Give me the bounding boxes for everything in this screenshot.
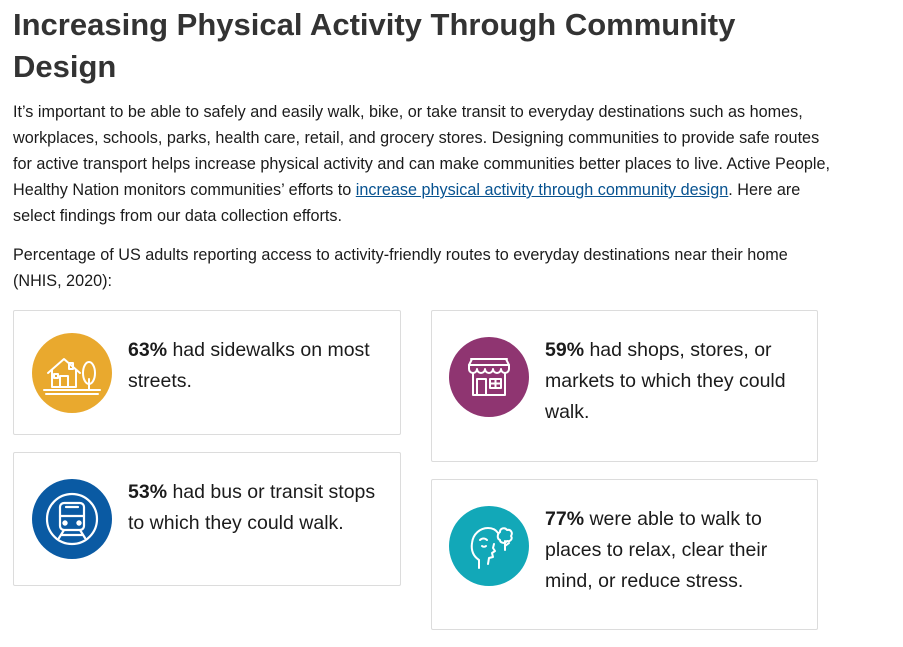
- intro-text-before: It’s important to be able to safely and …: [13, 103, 830, 199]
- stat-percent: 63%: [128, 339, 168, 361]
- stat-card-transit: 53% had bus or transit stops to which th…: [13, 452, 401, 586]
- stat-description: were able to walk to places to relax, cl…: [545, 508, 768, 592]
- house-tree-icon: [32, 333, 112, 413]
- storefront-icon: [449, 337, 529, 417]
- stat-text-relax: 77% were able to walk to places to relax…: [545, 504, 807, 597]
- stat-percent: 59%: [545, 339, 585, 361]
- intro-paragraph: It’s important to be able to safely and …: [13, 99, 833, 229]
- stat-card-shops: 59% had shops, stores, or markets to whi…: [431, 310, 818, 462]
- head-thought-icon: [449, 506, 529, 586]
- stat-description: had bus or transit stops to which they c…: [128, 481, 376, 534]
- stat-card-relax: 77% were able to walk to places to relax…: [431, 479, 818, 630]
- community-design-link[interactable]: increase physical activity through commu…: [355, 181, 729, 199]
- stat-text-transit: 53% had bus or transit stops to which th…: [128, 477, 388, 539]
- intro-text-after: . Here are select findings from our data…: [13, 181, 801, 225]
- stat-percent: 77%: [545, 508, 585, 530]
- page-title: Increasing Physical Activity Through Com…: [13, 7, 736, 84]
- stat-text-sidewalks: 63% had sidewalks on most streets.: [128, 335, 388, 397]
- lead-paragraph: Percentage of US adults reporting access…: [13, 246, 788, 290]
- stat-description: had shops, stores, or markets to which t…: [545, 339, 786, 423]
- train-icon: [32, 479, 112, 559]
- stat-percent: 53%: [128, 481, 168, 503]
- stat-card-sidewalks: 63% had sidewalks on most streets.: [13, 310, 401, 435]
- stat-text-shops: 59% had shops, stores, or markets to whi…: [545, 335, 805, 428]
- stat-description: had sidewalks on most streets.: [128, 339, 370, 392]
